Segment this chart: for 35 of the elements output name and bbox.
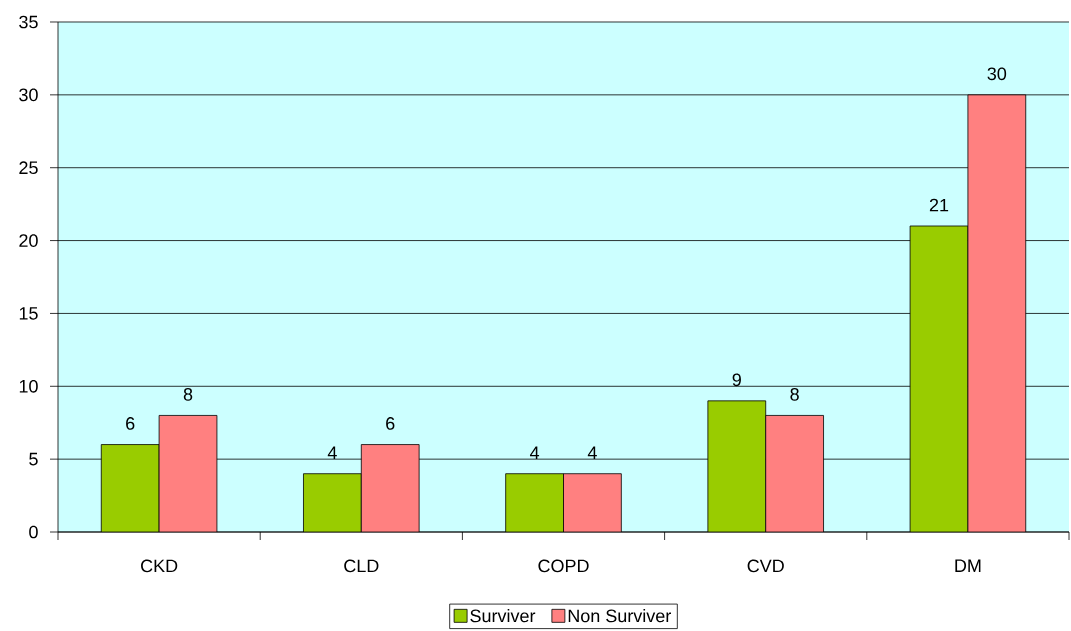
data-label: 4 — [529, 446, 540, 459]
data-label: 21 — [929, 198, 949, 212]
y-tick-label: 35 — [19, 15, 38, 29]
legend-label: Non Surviver — [568, 609, 671, 623]
y-tick-label: 20 — [19, 234, 38, 247]
legend-label: Surviver — [470, 609, 536, 623]
bar — [707, 400, 767, 532]
data-label: 30 — [987, 67, 1007, 81]
y-tick-label: 30 — [19, 88, 38, 102]
y-tick-label: 0 — [29, 525, 38, 539]
data-label: 4 — [327, 446, 337, 459]
x-tick-label: CLD — [344, 559, 379, 573]
bar — [303, 473, 362, 532]
y-tick-label: 25 — [19, 161, 38, 175]
data-label: 6 — [386, 417, 395, 430]
y-tick-label: 10 — [19, 379, 38, 393]
bar — [100, 444, 160, 532]
y-tick-label: 15 — [19, 307, 38, 320]
bar — [563, 473, 622, 532]
data-label: 8 — [790, 387, 799, 401]
x-tick-label: COPD — [538, 559, 589, 573]
x-tick-label: DM — [955, 559, 981, 572]
bar — [909, 225, 969, 532]
data-label: 4 — [587, 446, 597, 459]
bar — [967, 94, 1027, 532]
y-tick-label: 5 — [29, 452, 38, 466]
bar — [505, 473, 564, 532]
data-label: 6 — [126, 417, 135, 430]
bar — [158, 415, 218, 532]
bar — [765, 415, 824, 532]
data-label: 8 — [183, 387, 193, 401]
x-tick-label: CVD — [747, 559, 784, 573]
bar — [360, 444, 420, 532]
x-tick-label: CKD — [141, 559, 178, 573]
data-label: 9 — [732, 373, 741, 387]
